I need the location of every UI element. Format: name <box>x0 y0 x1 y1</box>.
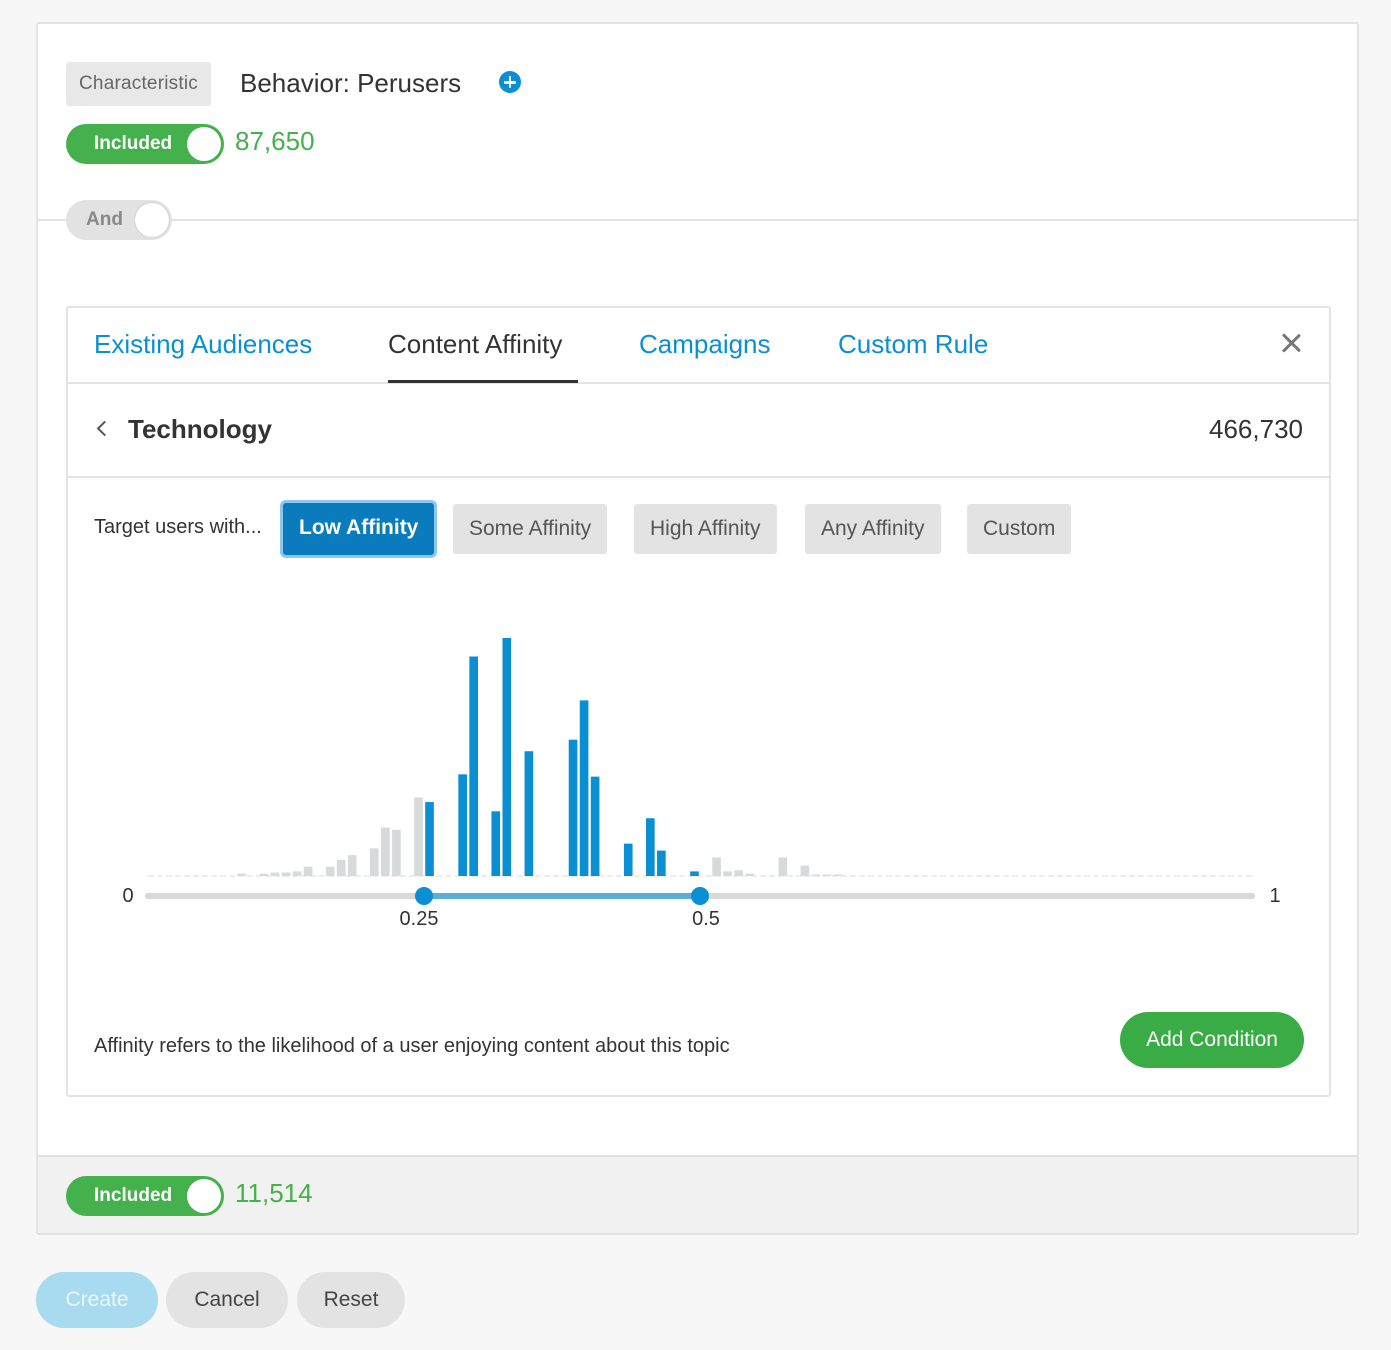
histogram-bar <box>811 874 821 876</box>
tab-custom-rule[interactable]: Custom Rule <box>838 329 989 359</box>
histogram-bar <box>259 873 269 876</box>
histogram-bar <box>414 797 423 876</box>
histogram-bar <box>336 859 346 876</box>
add-plus-icon[interactable] <box>499 71 521 93</box>
histogram-bar <box>833 874 843 876</box>
result-included-toggle[interactable]: Included <box>66 1176 224 1216</box>
histogram-bar <box>270 872 280 876</box>
histogram-bar <box>237 873 247 876</box>
characteristic-tag: Characteristic <box>66 62 211 106</box>
histogram-bar <box>491 811 501 876</box>
histogram-bar <box>778 857 788 876</box>
histogram-bar <box>800 865 810 876</box>
histogram-bar <box>458 774 467 876</box>
histogram-bar <box>646 818 655 876</box>
cancel-button[interactable]: Cancel <box>166 1272 288 1328</box>
histogram-bar <box>524 751 534 876</box>
audience-rule-card: Characteristic Behavior: Perusers Includ… <box>36 22 1359 1235</box>
axis-min-label: 0 <box>122 885 133 907</box>
histogram-bar <box>425 802 434 876</box>
divider <box>38 219 1357 221</box>
histogram-bar <box>690 871 699 876</box>
histogram-bar <box>281 872 291 876</box>
reset-button[interactable]: Reset <box>297 1272 405 1328</box>
histogram-bar <box>502 638 512 876</box>
high-affinity-button[interactable]: High Affinity <box>634 504 777 554</box>
result-count: 11,514 <box>235 1178 313 1208</box>
histogram-svg: 0 0.25 0.5 1 <box>122 638 1281 930</box>
tab-existing-audiences[interactable]: Existing Audiences <box>94 329 313 359</box>
tab-bar: Existing Audiences Content Affinity Camp… <box>68 308 1329 384</box>
included-toggle-label: Included <box>94 133 173 154</box>
histogram-bar <box>370 848 379 876</box>
tab-content-affinity[interactable]: Content Affinity <box>388 329 563 359</box>
histogram-bar <box>469 656 478 876</box>
custom-button[interactable]: Custom <box>967 504 1072 554</box>
topic-title[interactable]: Technology <box>128 414 272 444</box>
included-toggle[interactable]: Included <box>66 124 224 164</box>
condition-panel: Existing Audiences Content Affinity Camp… <box>66 306 1331 1097</box>
target-label: Target users with... <box>94 516 262 538</box>
histogram-bar <box>325 866 335 876</box>
slider-low-label: 0.25 <box>400 908 439 930</box>
tab-campaigns[interactable]: Campaigns <box>639 329 771 359</box>
active-tab-indicator <box>388 380 578 383</box>
histogram-bar <box>381 827 390 876</box>
low-affinity-button[interactable]: Low Affinity <box>283 503 435 555</box>
histogram-bar <box>734 870 743 876</box>
topic-count: 466,730 <box>1209 414 1303 444</box>
histogram-bar <box>590 776 600 876</box>
histogram-bar <box>745 873 754 876</box>
topic-header: Technology 466,730 <box>68 384 1329 478</box>
histogram-bar <box>568 739 578 876</box>
histogram-bar <box>623 843 633 876</box>
histogram-bar <box>822 874 832 876</box>
slider-handle-low[interactable] <box>415 887 433 905</box>
add-condition-button[interactable]: Add Condition <box>1120 1012 1304 1068</box>
create-button[interactable]: Create <box>36 1272 158 1328</box>
histogram-bar <box>303 866 313 876</box>
affinity-histogram: 0 0.25 0.5 1 <box>68 598 1329 948</box>
any-affinity-button[interactable]: Any Affinity <box>805 504 941 554</box>
included-toggle-label: Included <box>94 1185 173 1206</box>
histogram-bar <box>657 850 666 876</box>
histogram-bar <box>712 857 721 876</box>
and-toggle-label: And <box>86 209 123 230</box>
histogram-bar <box>579 700 589 876</box>
toggle-knob <box>187 1179 221 1213</box>
toggle-knob <box>187 127 221 161</box>
histogram-bar <box>392 829 401 876</box>
histogram-bar <box>347 855 357 876</box>
some-affinity-button[interactable]: Some Affinity <box>453 504 608 554</box>
and-toggle[interactable]: And <box>66 200 172 240</box>
result-footer: Included 11,514 <box>38 1155 1357 1233</box>
toggle-knob <box>135 203 169 237</box>
axis-max-label: 1 <box>1269 885 1280 907</box>
close-icon[interactable] <box>1281 333 1301 353</box>
histogram-bar <box>292 871 302 876</box>
slider-handle-high[interactable] <box>691 887 709 905</box>
characteristic-count: 87,650 <box>235 126 315 156</box>
slider-high-label: 0.5 <box>692 908 720 930</box>
histogram-bar <box>723 871 732 876</box>
chevron-left-icon[interactable] <box>96 420 113 437</box>
characteristic-title: Behavior: Perusers <box>240 68 462 98</box>
affinity-footnote: Affinity refers to the likelihood of a u… <box>94 1035 730 1057</box>
